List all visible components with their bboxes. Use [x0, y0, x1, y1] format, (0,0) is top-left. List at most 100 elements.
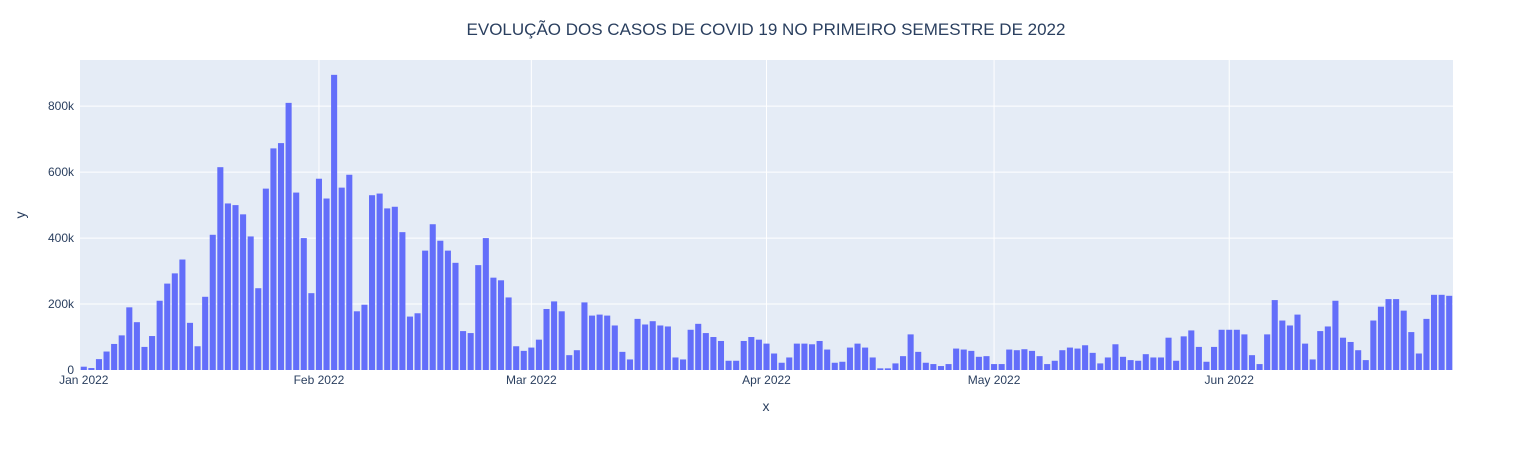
- bar[interactable]: [346, 174, 353, 370]
- bar[interactable]: [1211, 346, 1218, 370]
- bar[interactable]: [839, 361, 846, 370]
- bar[interactable]: [846, 347, 853, 370]
- bar[interactable]: [1119, 356, 1127, 370]
- bar[interactable]: [1150, 357, 1157, 370]
- bar[interactable]: [285, 102, 292, 370]
- bar[interactable]: [171, 273, 178, 370]
- bar[interactable]: [695, 323, 702, 370]
- bar[interactable]: [1370, 320, 1377, 370]
- bar[interactable]: [1203, 361, 1210, 370]
- bar[interactable]: [202, 296, 209, 370]
- bar[interactable]: [331, 74, 338, 370]
- bar[interactable]: [164, 283, 171, 370]
- bar[interactable]: [1279, 320, 1286, 370]
- bar[interactable]: [535, 339, 542, 370]
- bar[interactable]: [884, 368, 891, 370]
- bar[interactable]: [232, 205, 239, 370]
- bar[interactable]: [983, 356, 990, 370]
- bar[interactable]: [1309, 359, 1316, 370]
- bar[interactable]: [293, 192, 300, 370]
- bar[interactable]: [672, 357, 679, 370]
- bar[interactable]: [497, 280, 505, 370]
- bar[interactable]: [475, 265, 482, 370]
- bar[interactable]: [149, 336, 156, 370]
- bar[interactable]: [528, 347, 535, 370]
- bar[interactable]: [338, 187, 345, 370]
- bar[interactable]: [467, 333, 474, 370]
- bar[interactable]: [1241, 334, 1248, 370]
- bar[interactable]: [422, 250, 429, 370]
- bar[interactable]: [558, 311, 565, 370]
- bar[interactable]: [209, 234, 216, 370]
- bar[interactable]: [1408, 332, 1415, 370]
- bar[interactable]: [1112, 344, 1119, 370]
- bar[interactable]: [111, 343, 118, 370]
- bar[interactable]: [1006, 349, 1013, 370]
- bar[interactable]: [1415, 353, 1422, 370]
- bar[interactable]: [80, 366, 87, 370]
- bar[interactable]: [1021, 349, 1028, 370]
- bar[interactable]: [740, 340, 747, 370]
- bar[interactable]: [907, 334, 914, 370]
- bar[interactable]: [657, 325, 664, 370]
- bar[interactable]: [687, 329, 694, 370]
- bar[interactable]: [247, 236, 254, 370]
- bar[interactable]: [619, 351, 626, 370]
- bar[interactable]: [778, 362, 785, 370]
- bar[interactable]: [869, 357, 876, 370]
- bar[interactable]: [816, 340, 823, 370]
- bar[interactable]: [103, 351, 110, 370]
- bar[interactable]: [490, 277, 497, 370]
- bar[interactable]: [649, 321, 656, 370]
- bar[interactable]: [573, 350, 580, 370]
- bar[interactable]: [300, 238, 307, 370]
- bar[interactable]: [217, 167, 224, 370]
- bar[interactable]: [1355, 350, 1362, 370]
- bar[interactable]: [543, 308, 550, 370]
- bar[interactable]: [1074, 348, 1081, 370]
- bar[interactable]: [664, 326, 671, 370]
- bar[interactable]: [255, 288, 262, 370]
- bar[interactable]: [1385, 299, 1392, 370]
- bar[interactable]: [1044, 364, 1051, 370]
- bar[interactable]: [588, 315, 596, 370]
- bar[interactable]: [892, 363, 899, 370]
- bar[interactable]: [1089, 352, 1096, 370]
- bar[interactable]: [88, 368, 95, 370]
- bar[interactable]: [1317, 331, 1324, 370]
- bar[interactable]: [922, 362, 929, 370]
- bar[interactable]: [262, 188, 269, 370]
- bar[interactable]: [1051, 360, 1058, 370]
- bar[interactable]: [634, 318, 641, 370]
- bar[interactable]: [126, 307, 133, 370]
- bar[interactable]: [824, 349, 831, 370]
- bar[interactable]: [808, 344, 816, 370]
- bar[interactable]: [1195, 346, 1202, 370]
- bar[interactable]: [1218, 329, 1225, 370]
- bar[interactable]: [831, 362, 838, 370]
- bar[interactable]: [680, 359, 687, 370]
- bar[interactable]: [953, 348, 960, 370]
- bar[interactable]: [186, 322, 194, 370]
- bar[interactable]: [1135, 360, 1142, 370]
- bar[interactable]: [482, 238, 489, 370]
- bar[interactable]: [361, 304, 368, 370]
- bar[interactable]: [1233, 329, 1240, 370]
- bar[interactable]: [733, 360, 740, 370]
- bar[interactable]: [1271, 300, 1278, 370]
- bar[interactable]: [877, 368, 884, 370]
- bar[interactable]: [945, 364, 952, 370]
- bar[interactable]: [444, 250, 451, 370]
- bar[interactable]: [353, 311, 360, 370]
- bar[interactable]: [642, 324, 649, 370]
- bar[interactable]: [1059, 350, 1066, 370]
- bar[interactable]: [611, 325, 618, 370]
- bar[interactable]: [406, 316, 414, 370]
- bar[interactable]: [437, 240, 444, 370]
- bar[interactable]: [429, 224, 436, 370]
- bar[interactable]: [1036, 356, 1043, 370]
- bar[interactable]: [1127, 360, 1134, 370]
- bar[interactable]: [240, 214, 247, 370]
- bar[interactable]: [1082, 345, 1089, 370]
- bar[interactable]: [1438, 294, 1445, 370]
